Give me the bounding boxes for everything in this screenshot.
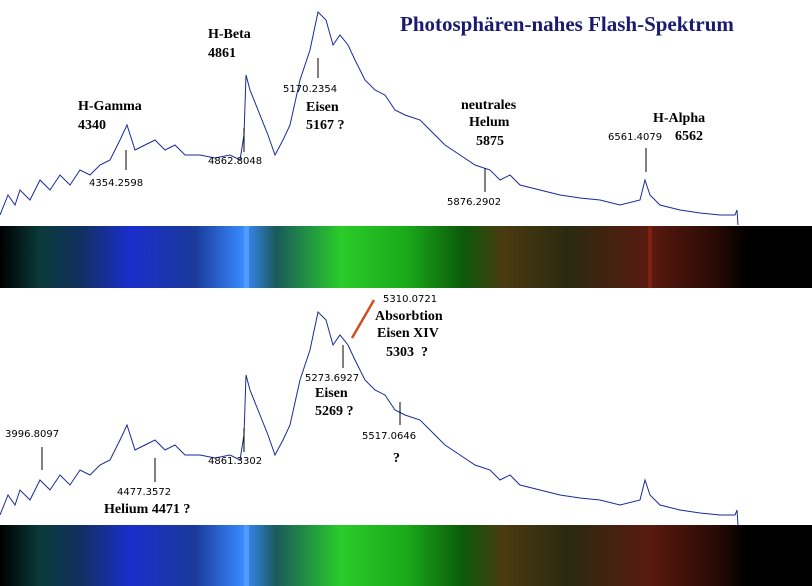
- label: neutrales: [461, 98, 517, 113]
- wavelength: 4354.2598: [89, 178, 143, 189]
- wavelength: 5876.2902: [447, 197, 501, 208]
- label: 4340: [78, 118, 106, 133]
- label: 6562: [675, 129, 703, 144]
- spectrum-band-top: [0, 226, 812, 288]
- wavelength: 3996.8097: [5, 429, 59, 440]
- label: Helum: [469, 115, 510, 130]
- label: 4861: [208, 46, 236, 61]
- label: Eisen: [315, 386, 348, 401]
- label: H-Gamma: [78, 99, 142, 114]
- label: H-Alpha: [653, 111, 705, 126]
- wavelength: 4861.3302: [208, 456, 262, 467]
- bottom-labels: 5310.0721 Absorbtion Eisen XIV 5303 ? 52…: [5, 294, 443, 517]
- label: 5269 ?: [315, 404, 354, 419]
- label: 5167 ?: [306, 118, 345, 133]
- wavelength: 4862.8048: [208, 156, 262, 167]
- label: Eisen XIV: [377, 326, 439, 341]
- label: Helium 4471 ?: [104, 502, 190, 517]
- wavelength: 4477.3572: [117, 487, 171, 498]
- label: Absorbtion: [375, 309, 443, 324]
- label: Eisen: [306, 100, 339, 115]
- wavelength: 5310.0721: [383, 294, 437, 305]
- wavelength: 5170.2354: [283, 84, 337, 95]
- marker-lines: [41, 58, 647, 482]
- spectrum-band-bottom: [0, 525, 812, 586]
- label: 5875: [476, 134, 504, 149]
- label: H-Beta: [208, 27, 251, 42]
- wavelength: 6561.4079: [608, 132, 662, 143]
- top-labels: H-Gamma 4340 4354.2598 H-Beta 4861 4862.…: [78, 27, 705, 208]
- title: Photosphären-nahes Flash-Spektrum: [400, 12, 734, 36]
- label: 5303 ?: [386, 345, 428, 360]
- label: ?: [393, 451, 400, 466]
- wavelength: 5273.6927: [305, 373, 359, 384]
- wavelength: 5517.0646: [362, 431, 416, 442]
